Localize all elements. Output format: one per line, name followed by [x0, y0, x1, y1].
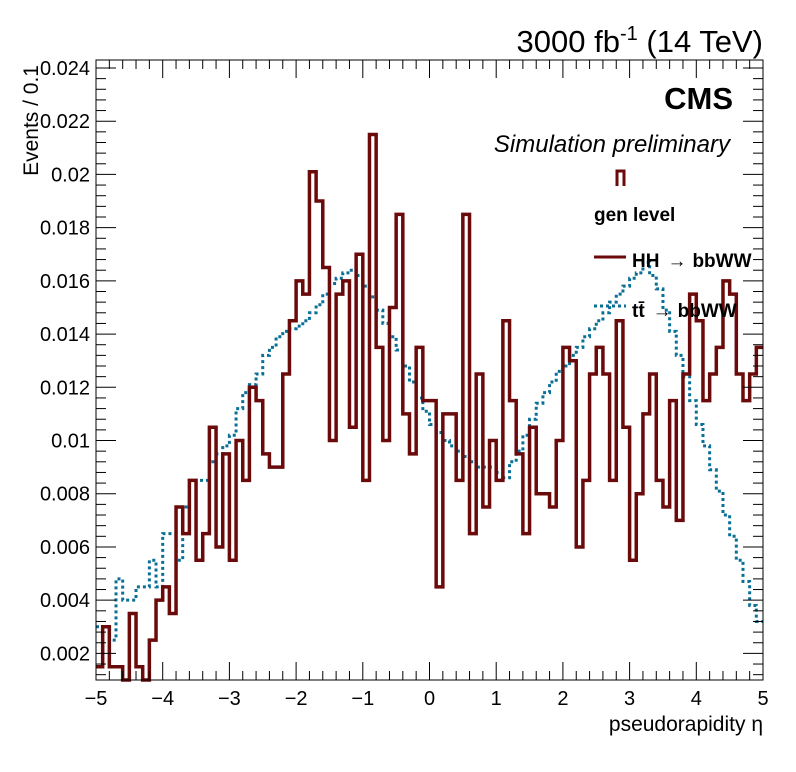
x-tick-label: 4: [691, 688, 702, 710]
y-tick-label: 0.006: [40, 537, 90, 559]
y-tick-label: 0.022: [40, 111, 90, 133]
series-tt-bbww: [96, 260, 763, 642]
x-tick-label: 0: [424, 688, 435, 710]
legend-tt-label: tt̄ → bbWW: [632, 301, 737, 322]
legend-hh-label: HH → bbWW: [632, 251, 752, 272]
x-tick-label: −1: [351, 688, 374, 710]
experiment-label: CMS: [664, 81, 733, 116]
y-tick-label: 0.016: [40, 271, 90, 293]
y-tick-label: 0.014: [40, 324, 90, 346]
x-axis-label: pseudorapidity η: [609, 713, 763, 736]
series-line: [96, 260, 763, 642]
series-line: [96, 132, 763, 682]
y-tick-label: 0.004: [40, 590, 90, 612]
y-axis-label: Events / 0.1: [20, 65, 43, 176]
y-tick-label: 0.024: [40, 58, 90, 80]
x-tick-label: 3: [624, 688, 635, 710]
x-tick-label: 2: [557, 688, 568, 710]
lumi-label: 3000 fb-1 (14 TeV): [517, 23, 763, 59]
x-tick-label: 5: [757, 688, 768, 710]
simulation-label: Simulation preliminary: [494, 131, 732, 158]
x-tick-label: −2: [285, 688, 308, 710]
y-tick-label: 0.02: [51, 164, 90, 186]
x-tick-label: −3: [218, 688, 241, 710]
y-tick-label: 0.018: [40, 218, 90, 240]
x-tick-label: −4: [151, 688, 174, 710]
x-tick-label: 1: [491, 688, 502, 710]
legend-header: gen level: [594, 205, 675, 226]
series-hh-bbww: [96, 132, 763, 682]
y-tick-label: 0.012: [40, 377, 90, 399]
axis-layer: −5 −4 −3 −2 −1 0 1 2 3 4 5 0.002 0.004 0.006 0.008 0.01…: [40, 58, 769, 710]
y-tick-label: 0.002: [40, 643, 90, 665]
x-tick-label: −5: [85, 688, 108, 710]
y-tick-label: 0.008: [40, 484, 90, 506]
y-tick-label: 0.01: [51, 431, 90, 453]
legend: gen level HH → bbWW tt̄ → bbWW: [594, 169, 752, 322]
legend-header-marker: [615, 169, 626, 186]
series-layer: [96, 132, 763, 682]
